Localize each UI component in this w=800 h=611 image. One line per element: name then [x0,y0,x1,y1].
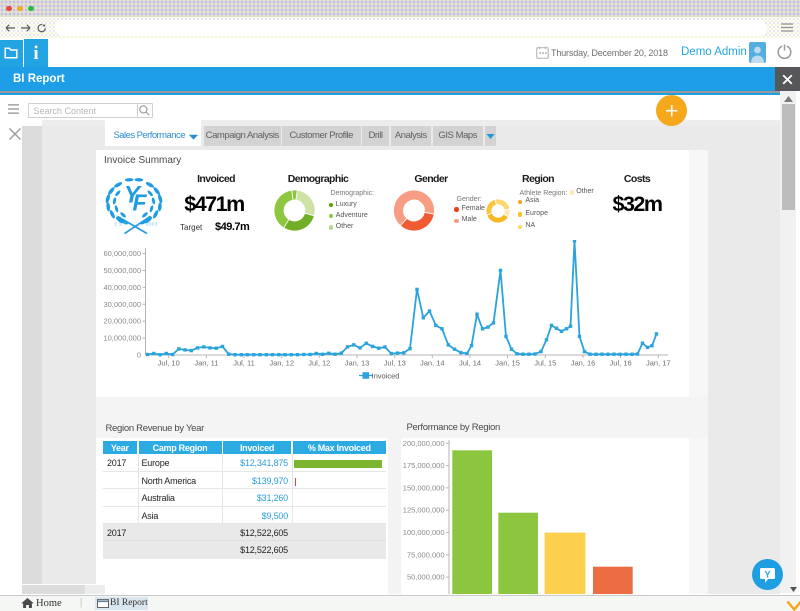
svg-text:Jul, 15: Jul, 15 [534,359,556,368]
svg-text:175,000,000: 175,000,000 [403,461,445,470]
svg-text:Jul, 13: Jul, 13 [384,359,406,368]
svg-text:125,000,000: 125,000,000 [403,506,445,515]
svg-text:10,000,000: 10,000,000 [103,334,141,343]
svg-text:Y: Y [124,182,142,209]
svg-text:EST: EST [115,222,128,227]
svg-text:Jan, 13: Jan, 13 [345,359,370,368]
svg-text:Jan, 15: Jan, 15 [495,359,520,368]
svg-text:Jul, 11: Jul, 11 [233,359,255,368]
svg-text:0: 0 [137,351,141,360]
svg-text:F: F [133,190,148,216]
svg-text:150,000,000: 150,000,000 [403,483,445,492]
svg-text:100,000,000: 100,000,000 [403,528,445,537]
svg-text:Jan, 11: Jan, 11 [194,359,218,368]
svg-text:Invoiced: Invoiced [372,371,400,380]
svg-text:40,000,000: 40,000,000 [103,283,141,292]
svg-text:Jan, 12: Jan, 12 [269,359,294,368]
svg-text:20,000,000: 20,000,000 [103,317,141,326]
svg-text:Jan, 14: Jan, 14 [420,359,445,368]
svg-text:Jan, 16: Jan, 16 [571,359,596,368]
svg-text:30,000,000: 30,000,000 [103,300,141,309]
svg-text:Jul, 16: Jul, 16 [610,359,632,368]
svg-text:75,000,000: 75,000,000 [407,550,445,559]
svg-text:60,000,000: 60,000,000 [103,249,141,258]
svg-text:50,000,000: 50,000,000 [103,266,141,275]
svg-text:Y: Y [764,569,771,580]
svg-text:Jan, 17: Jan, 17 [646,359,671,368]
svg-text:Jul, 12: Jul, 12 [308,359,330,368]
svg-text:2003: 2003 [146,222,158,227]
svg-text:50,000,000: 50,000,000 [407,573,445,582]
svg-text:200,000,000: 200,000,000 [403,439,445,448]
svg-text:Jul, 14: Jul, 14 [459,359,481,368]
svg-text:Jul, 10: Jul, 10 [158,359,180,368]
